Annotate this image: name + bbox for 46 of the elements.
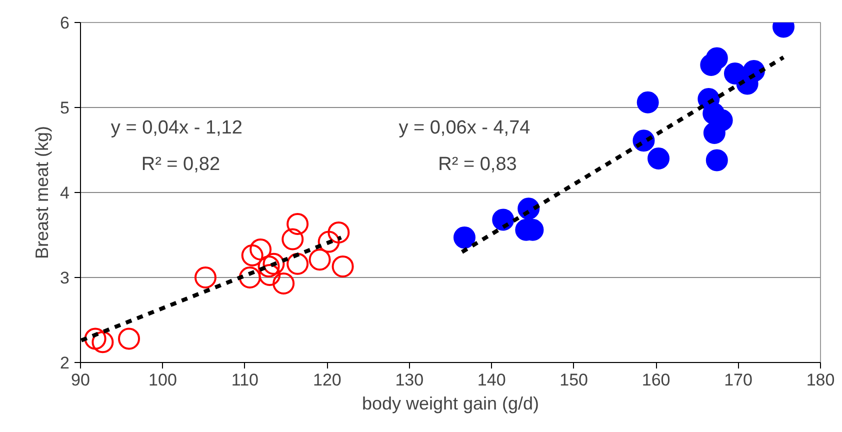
point — [272, 272, 295, 294]
point — [258, 255, 280, 278]
y-tick-label: 2 — [60, 354, 70, 372]
point — [706, 47, 728, 70]
point — [648, 148, 670, 170]
point — [286, 212, 309, 235]
annotation: y = 0,06x - 4,74 — [398, 117, 531, 138]
annotation: y = 0,04x - 1,12 — [110, 117, 242, 138]
point — [250, 238, 272, 260]
y-tick-label: 5 — [60, 98, 70, 118]
annotation: R² = 0,82 — [141, 154, 220, 175]
point — [706, 149, 728, 172]
x-axis-title: body weight gain (g/d) — [362, 394, 540, 414]
x-tick-label: 150 — [560, 370, 588, 390]
x-tick-label: 110 — [231, 370, 259, 390]
x-tick-label: 160 — [642, 370, 670, 390]
point — [238, 266, 261, 288]
x-tick-label: 90 — [71, 370, 90, 390]
point — [262, 252, 285, 275]
point — [636, 91, 659, 114]
point — [703, 122, 726, 144]
x-tick-label: 130 — [395, 370, 424, 390]
point — [308, 248, 331, 271]
x-tick-label: 120 — [312, 370, 342, 390]
point — [332, 255, 354, 278]
y-tick-label: 3 — [60, 268, 70, 288]
point — [194, 266, 216, 288]
y-tick-label: 6 — [60, 14, 70, 32]
point — [492, 208, 514, 231]
x-tick-label: 100 — [148, 370, 177, 390]
point — [241, 244, 264, 266]
point — [282, 228, 304, 250]
x-tick-label: 180 — [806, 370, 835, 390]
point — [258, 264, 281, 286]
point — [328, 221, 350, 244]
point — [118, 328, 140, 350]
x-tick-label: 140 — [477, 370, 506, 390]
x-tick-label: 170 — [724, 370, 752, 390]
point — [92, 331, 114, 354]
point — [318, 230, 340, 253]
point — [286, 252, 309, 275]
y-tick-label: 4 — [60, 184, 70, 202]
point — [84, 328, 106, 350]
point — [453, 226, 476, 249]
y-axis-title: Breast meat (kg) — [32, 126, 52, 260]
annotation: R² = 0,83 — [438, 154, 517, 175]
